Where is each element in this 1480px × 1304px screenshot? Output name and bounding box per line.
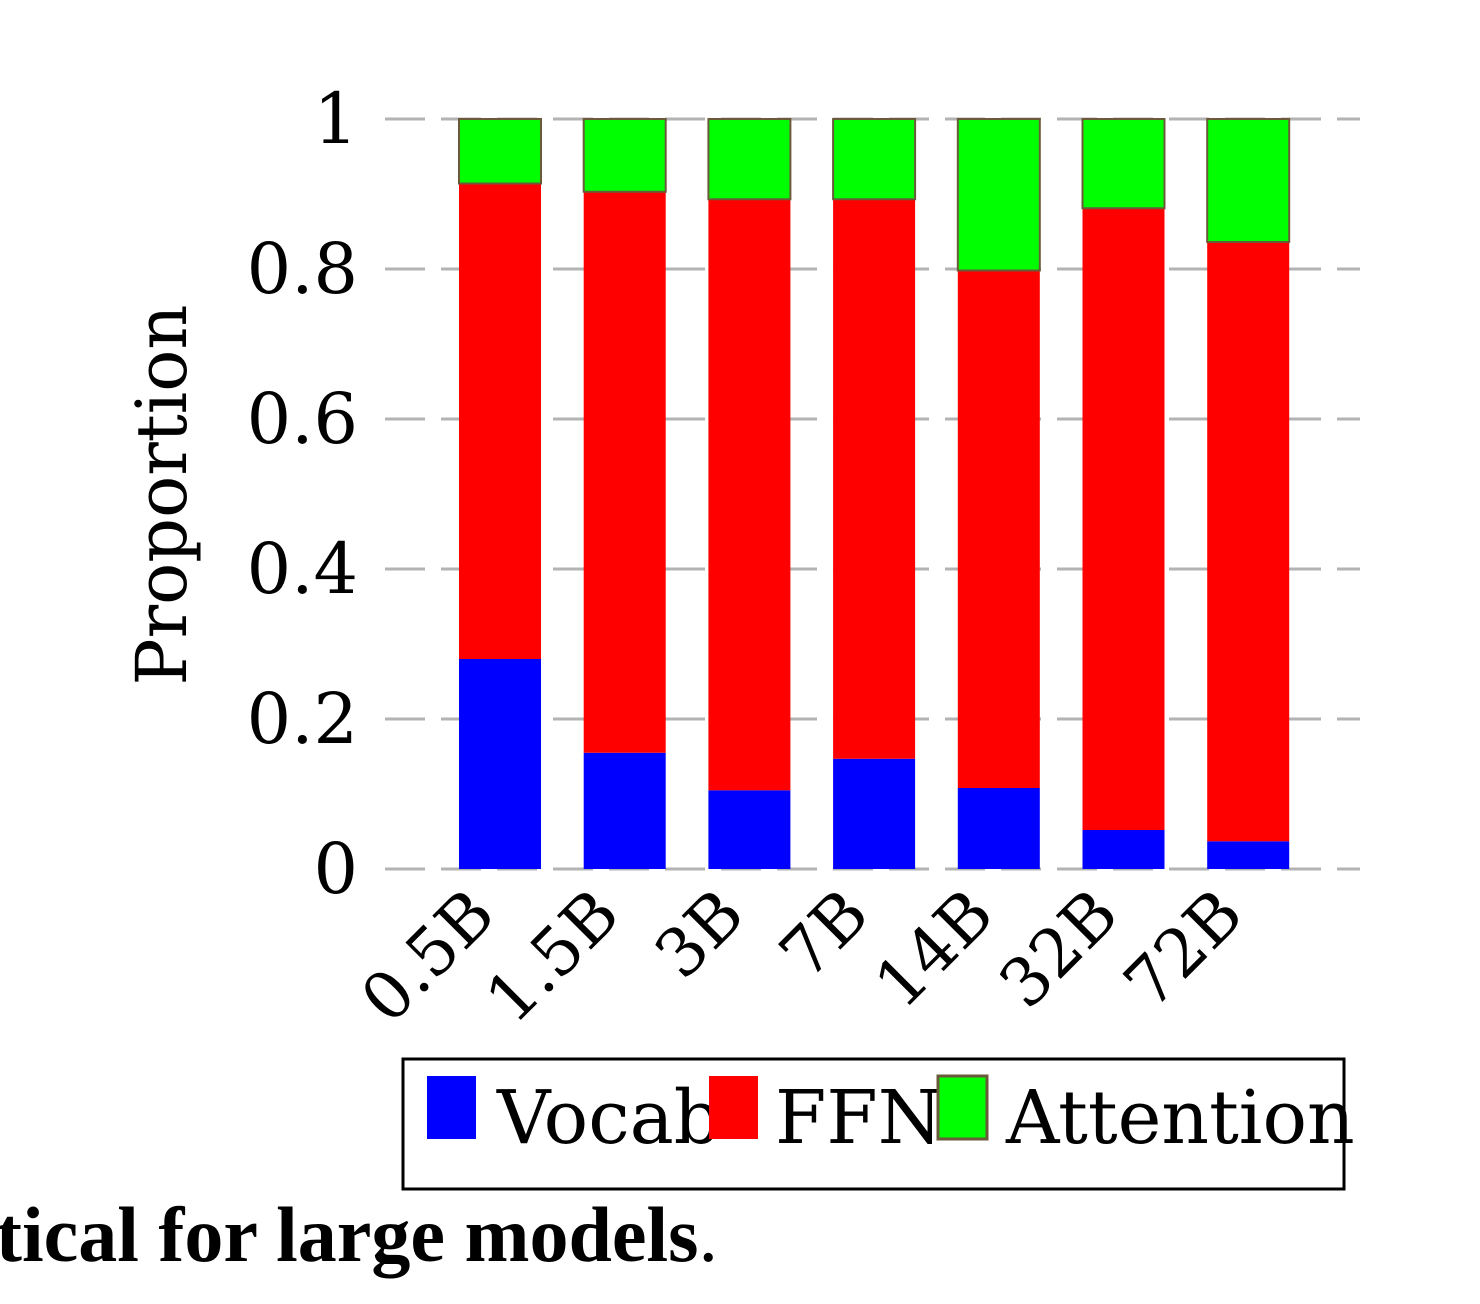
bar-vocab-14b [957, 788, 1040, 869]
bar-vocab-7b [833, 758, 916, 869]
bar-attention-14b [956, 118, 1041, 272]
x-tick-label: 1.5B [471, 875, 634, 1038]
y-tick-label: 0.4 [247, 528, 358, 610]
bar-attention-32b [1081, 118, 1166, 210]
figure-caption: tical for large models. [0, 1196, 718, 1274]
caption-period: . [698, 1191, 719, 1278]
y-tick-label: 0 [313, 828, 358, 910]
bar-vocab-32b [1082, 830, 1165, 869]
bar-ffn-7b [833, 199, 916, 759]
bar-attention-3b [707, 118, 792, 201]
legend-swatch-vocab [427, 1076, 476, 1139]
bar-attention-1-5b [582, 118, 667, 193]
bar-vocab-72b [1207, 841, 1290, 869]
bar-attention-7b [832, 118, 917, 201]
bar-ffn-14b [957, 270, 1040, 788]
legend-swatch-attention [936, 1074, 989, 1141]
legend-swatch-ffn [709, 1076, 758, 1139]
y-tick-label: 1 [313, 78, 358, 160]
x-tick-label: 14B [860, 875, 1008, 1023]
y-tick-label: 0.6 [247, 378, 358, 460]
bar-attention-0-5b [458, 118, 542, 185]
x-tick-label: 32B [985, 875, 1133, 1023]
y-axis-label: Proportion [121, 305, 203, 686]
bar-ffn-1-5b [583, 191, 666, 753]
bar-attention-72b [1206, 118, 1291, 243]
bar-vocab-0-5b [459, 659, 541, 869]
bar-vocab-3b [708, 790, 791, 869]
x-tick-label: 0.5B [346, 875, 509, 1038]
legend-label-vocab: Vocab [496, 1075, 721, 1161]
legend-label-attention: Attention [1005, 1075, 1355, 1161]
bar-ffn-3b [708, 199, 791, 791]
legend: Vocab FFN Attention [401, 1057, 1355, 1191]
bar-ffn-0-5b [459, 183, 541, 659]
x-tick-label: 3B [640, 875, 758, 993]
caption-text: tical for large models [0, 1191, 699, 1278]
y-tick-label: 0.8 [247, 228, 358, 310]
bar-vocab-1-5b [583, 752, 666, 869]
legend-box [401, 1057, 1346, 1191]
legend-label-ffn: FFN [775, 1075, 942, 1161]
bar-ffn-72b [1207, 242, 1290, 842]
bar-ffn-32b [1082, 208, 1165, 830]
y-tick-labels: 0 0.2 0.4 0.6 0.8 1 [247, 78, 358, 910]
x-tick-label: 72B [1109, 875, 1257, 1023]
bars-group [458, 118, 1291, 869]
y-tick-label: 0.2 [247, 678, 358, 760]
